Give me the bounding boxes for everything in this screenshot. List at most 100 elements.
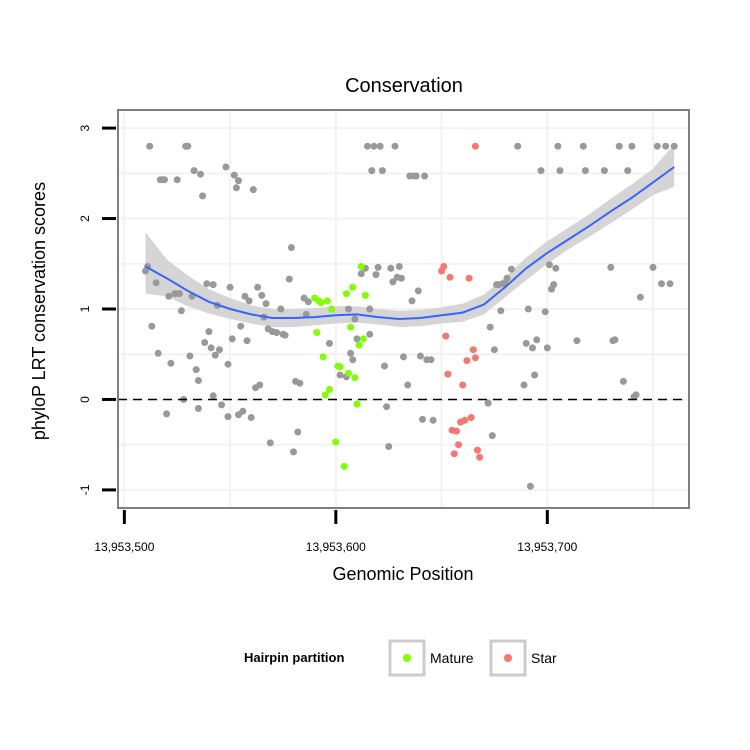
point-other [347, 349, 355, 357]
point-other [391, 142, 399, 150]
point-other [146, 142, 154, 150]
point-other [370, 142, 378, 150]
point-other [554, 142, 562, 150]
point-other [395, 263, 403, 270]
point-other [224, 360, 232, 368]
point-other [366, 305, 374, 313]
y-tick-label: 1 [78, 305, 92, 312]
point-other [287, 244, 295, 251]
point-star [452, 427, 460, 435]
point-other [632, 391, 640, 399]
point-other [167, 359, 175, 367]
point-other [541, 308, 549, 316]
point-other [228, 335, 236, 343]
point-other [381, 362, 388, 370]
smooth-line [145, 166, 675, 321]
point-other [615, 142, 623, 150]
point-star [474, 446, 481, 454]
point-other [514, 142, 522, 150]
point-other [524, 305, 532, 313]
point-other [197, 170, 204, 178]
point-other [658, 280, 665, 288]
legend-key-star [489, 639, 527, 677]
point-star [469, 346, 477, 354]
point-other [490, 346, 498, 354]
point-other [336, 371, 344, 379]
point-star [455, 441, 462, 449]
point-mature [332, 438, 340, 446]
legend-title: Hairpin partition [244, 650, 344, 665]
point-other [624, 167, 632, 175]
chart-title: Conservation [345, 75, 463, 97]
point-other [383, 403, 391, 411]
point-other [372, 271, 380, 279]
point-other [177, 307, 185, 315]
point-other [190, 167, 198, 175]
point-other [243, 337, 251, 345]
x-tick-label: 13,953,700 [517, 540, 577, 554]
point-other [296, 379, 304, 387]
panel-border [117, 109, 690, 509]
point-other [364, 142, 371, 150]
point-other [600, 167, 608, 175]
y-tick-label: 2 [78, 215, 92, 222]
point-other [419, 415, 426, 423]
point-other [165, 292, 173, 300]
point-other [226, 283, 234, 291]
point-other [550, 281, 558, 289]
point-other [216, 346, 223, 354]
point-other [249, 186, 257, 194]
point-other [290, 448, 297, 456]
point-other [285, 275, 293, 283]
point-other [545, 261, 553, 269]
point-other [211, 351, 219, 359]
point-mature [355, 341, 363, 349]
point-other [670, 142, 678, 150]
point-other [662, 142, 670, 150]
point-mature [321, 391, 329, 399]
point-other [507, 265, 515, 273]
point-other [520, 381, 528, 389]
point-star [476, 453, 484, 461]
point-mature [359, 335, 367, 343]
x-axis: 13,953,500 13,953,600 13,953,700 [94, 510, 578, 554]
point-mature [319, 353, 327, 361]
point-mature [351, 374, 359, 382]
point-other [173, 176, 181, 184]
point-other [552, 264, 560, 272]
point-other [378, 167, 386, 175]
point-other [579, 142, 587, 150]
point-star [440, 263, 448, 270]
point-other [556, 167, 564, 175]
point-other [256, 381, 264, 389]
y-tick-label: 0 [78, 396, 92, 403]
point-other [247, 414, 255, 421]
point-other [529, 344, 536, 352]
point-other [302, 310, 310, 318]
confidence-band [145, 144, 675, 328]
point-other [357, 270, 365, 278]
point-other [277, 305, 285, 313]
point-other [429, 416, 437, 424]
point-other [184, 142, 192, 150]
point-other [224, 413, 232, 421]
legend-dot-mature [403, 654, 411, 662]
point-other [199, 192, 207, 200]
point-other [266, 439, 274, 447]
point-other [349, 356, 357, 364]
point-other [186, 352, 194, 360]
point-star [465, 274, 473, 282]
point-other [628, 142, 636, 150]
point-other [262, 300, 270, 308]
point-other [649, 263, 657, 271]
point-mature [342, 290, 350, 298]
point-other [404, 381, 412, 389]
point-mature [340, 462, 348, 470]
point-other [526, 482, 534, 490]
point-other [304, 298, 312, 306]
point-mature [353, 400, 361, 408]
point-other [230, 171, 238, 179]
point-other [192, 366, 200, 374]
point-other [533, 336, 541, 344]
point-other [666, 280, 674, 288]
